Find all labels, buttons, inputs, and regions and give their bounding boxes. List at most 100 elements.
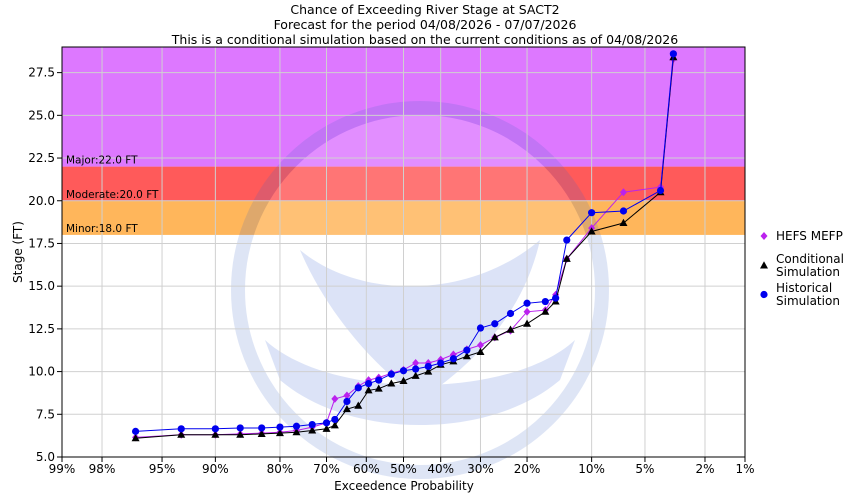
x-tick-label: 30% (467, 462, 494, 476)
x-tick-label: 1% (735, 462, 754, 476)
y-tick-label: 7.5 (36, 407, 55, 421)
point-conditional-simulation (374, 384, 383, 392)
watermark-disc (231, 101, 609, 479)
point-historical-simulation (412, 365, 420, 373)
x-tick-label: 10% (578, 462, 605, 476)
point-historical-simulation (506, 309, 515, 318)
point-conditional-simulation (292, 428, 301, 436)
point-historical-simulation (541, 297, 549, 306)
point-conditional-simulation (506, 325, 515, 333)
x-tick-label: 99% (49, 462, 76, 476)
y-tick-label: 5.0 (36, 450, 55, 464)
point-conditional-simulation (399, 376, 408, 384)
point-conditional-simulation (354, 401, 363, 409)
point-conditional-simulation (211, 430, 220, 438)
point-historical-simulation (424, 362, 432, 371)
point-conditional-simulation (476, 347, 485, 355)
x-axis-label: Exceedence Probability (334, 479, 474, 493)
title-line-3: This is a conditional simulation based o… (171, 32, 678, 47)
watermark-wave (265, 340, 575, 425)
point-historical-simulation (669, 50, 677, 58)
point-historical-simulation (276, 423, 284, 431)
point-historical-simulation (563, 236, 571, 244)
x-tick-label: 95% (149, 462, 176, 476)
point-historical-simulation (588, 209, 596, 217)
y-tick-label: 10.0 (28, 365, 55, 379)
point-historical-simulation (236, 424, 244, 432)
point-historical-simulation (463, 346, 471, 354)
point-hefs-mefp (523, 307, 531, 316)
point-conditional-simulation (490, 333, 499, 341)
point-historical-simulation (211, 425, 219, 433)
point-historical-simulation (308, 420, 316, 429)
band-label-minor: Minor:18.0 FT (66, 223, 138, 235)
point-historical-simulation (387, 370, 395, 378)
point-historical-simulation (476, 324, 485, 332)
point-historical-simulation (177, 425, 185, 433)
point-hefs-mefp (619, 188, 627, 197)
point-conditional-simulation (257, 429, 266, 437)
point-historical-simulation (331, 415, 339, 424)
title-line-2: Forecast for the period 04/08/2026 - 07/… (274, 17, 577, 32)
point-historical-simulation (375, 376, 383, 384)
legend-label-hefs-mefp: HEFS MEFP (776, 229, 843, 243)
series-historical-simulation (131, 50, 677, 435)
legend-label-historical-simulation: Historical (776, 281, 832, 295)
point-conditional-simulation (322, 424, 331, 432)
y-axis-label: Stage (FT) (11, 221, 25, 283)
point-conditional-simulation (387, 379, 396, 387)
point-historical-simulation (322, 419, 331, 427)
point-conditional-simulation (275, 428, 284, 437)
point-historical-simulation (656, 186, 665, 195)
legend-label-conditional-simulation: Conditional (776, 252, 844, 266)
x-tick-label: 5% (635, 462, 654, 476)
legend: HEFS MEFPConditionalSimulationHistorical… (760, 229, 844, 308)
point-historical-simulation (437, 359, 445, 367)
point-hefs-mefp (331, 394, 339, 403)
point-conditional-simulation (562, 254, 571, 262)
y-tick-label: 17.5 (28, 236, 55, 250)
point-conditional-simulation (236, 430, 245, 438)
point-conditional-simulation (330, 421, 339, 429)
point-hefs-mefp (412, 359, 420, 368)
x-tick-label: 60% (353, 462, 380, 476)
legend-label-conditional-simulation: Simulation (776, 265, 840, 279)
point-historical-simulation (292, 422, 301, 430)
chart-title: Chance of Exceeding River Stage at SACT2… (171, 2, 678, 47)
x-tick-label: 40% (427, 462, 454, 476)
point-historical-simulation (258, 424, 266, 432)
point-conditional-simulation (411, 371, 420, 379)
y-tick-label: 12.5 (28, 322, 55, 336)
point-conditional-simulation (131, 434, 140, 442)
legend-marker-conditional-simulation (760, 261, 768, 269)
legend-label-historical-simulation: Simulation (776, 294, 840, 308)
point-conditional-simulation (541, 307, 550, 315)
point-conditional-simulation (587, 227, 596, 235)
band-label-moderate: Moderate:20.0 FT (66, 189, 159, 201)
y-tick-label: 25.0 (28, 108, 55, 122)
point-conditional-simulation (424, 367, 433, 375)
point-conditional-simulation (342, 404, 351, 413)
point-historical-simulation (131, 427, 140, 435)
point-historical-simulation (619, 207, 628, 215)
band-label-major: Major:22.0 FT (66, 155, 138, 167)
y-tick-label: 27.5 (28, 66, 55, 80)
y-tick-label: 15.0 (28, 279, 55, 293)
point-historical-simulation (523, 299, 531, 307)
series-layer (131, 50, 678, 442)
point-historical-simulation (364, 379, 373, 388)
legend-marker-hefs-mefp (760, 232, 768, 240)
noaa-watermark (231, 101, 609, 479)
y-axis: 5.0 7.5 10.0 12.5 15.0 17.5 20.0 22.5 25.0 27.5 (28, 66, 62, 464)
point-conditional-simulation (462, 352, 471, 360)
x-tick-label: 98% (89, 462, 116, 476)
x-tick-label: 90% (202, 462, 229, 476)
point-historical-simulation (449, 355, 457, 363)
point-conditional-simulation (364, 386, 373, 394)
point-historical-simulation (343, 397, 351, 406)
point-conditional-simulation (523, 319, 532, 327)
point-hefs-mefp (476, 341, 484, 350)
x-tick-label: 20% (514, 462, 541, 476)
point-historical-simulation (354, 384, 362, 392)
